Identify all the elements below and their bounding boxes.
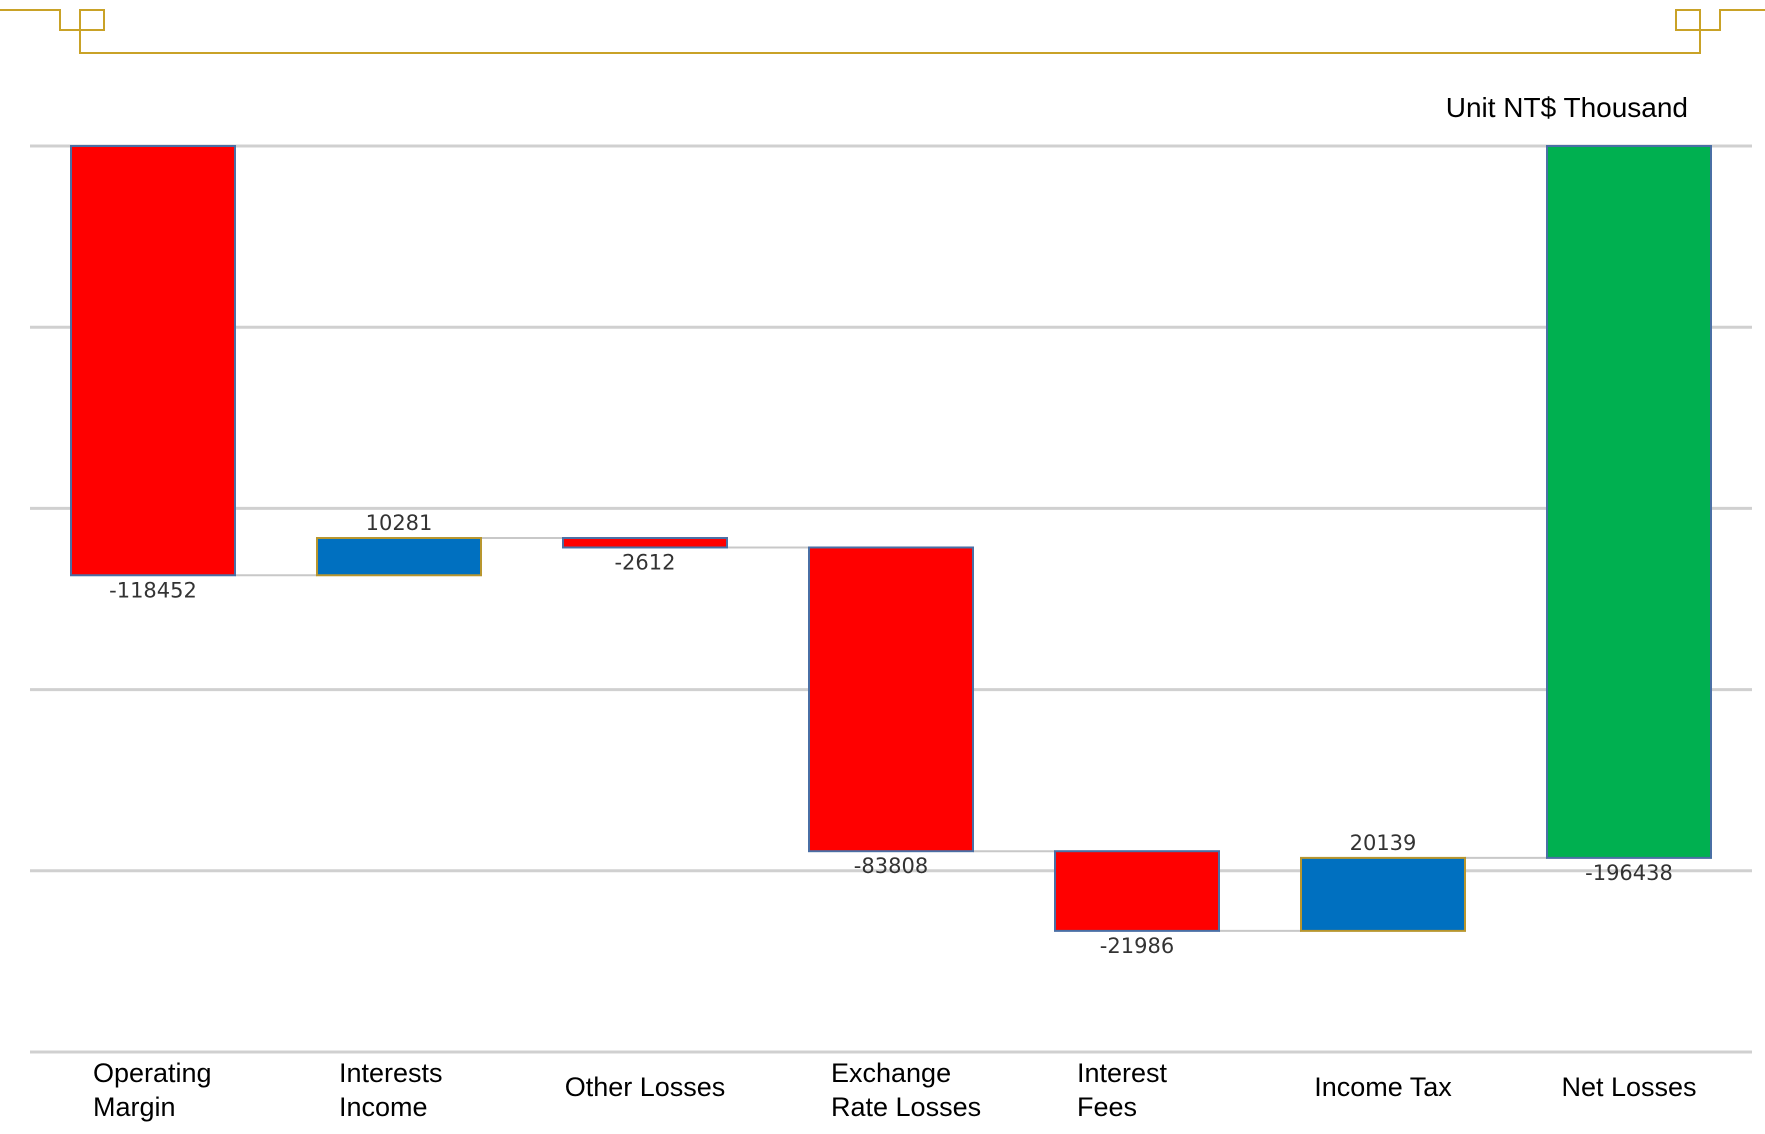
bar-2 [562, 537, 728, 549]
bar-5 [1300, 856, 1466, 932]
data-label: -118452 [109, 578, 197, 602]
data-label: 20139 [1350, 831, 1417, 855]
category-labels: Operating Margin Interests Income Other Loss… [93, 1058, 1697, 1122]
category-label: Rate Losses [831, 1092, 981, 1122]
data-label: -83808 [854, 854, 928, 878]
bar-1 [316, 537, 482, 577]
category-label: Fees [1077, 1092, 1137, 1122]
category-label: Margin [93, 1092, 176, 1122]
gridlines [30, 144, 1752, 1054]
category-label: Operating [93, 1058, 212, 1088]
category-label: Exchange [831, 1058, 951, 1088]
data-label: -196438 [1585, 861, 1673, 885]
data-labels: -118452 10281 -2612 -83808 -21986 20139 -19643… [109, 511, 1673, 958]
category-label: Interests [339, 1058, 443, 1088]
category-label: Interest [1077, 1058, 1168, 1088]
bar-4 [1054, 850, 1220, 932]
category-label: Other Losses [565, 1072, 726, 1102]
category-label: Net Losses [1561, 1072, 1696, 1102]
data-label: -21986 [1100, 934, 1174, 958]
connector-lines [235, 537, 1547, 932]
bars [70, 145, 1712, 932]
slide-frame [0, 9, 1765, 54]
category-label: Income Tax [1314, 1072, 1452, 1102]
data-label: 10281 [366, 511, 433, 535]
data-label: -2612 [614, 550, 675, 574]
bar-6 [1546, 145, 1712, 859]
category-label: Income [339, 1092, 428, 1122]
bar-3 [808, 546, 974, 853]
unit-label: Unit NT$ Thousand [1446, 92, 1688, 123]
bar-0 [70, 145, 236, 577]
